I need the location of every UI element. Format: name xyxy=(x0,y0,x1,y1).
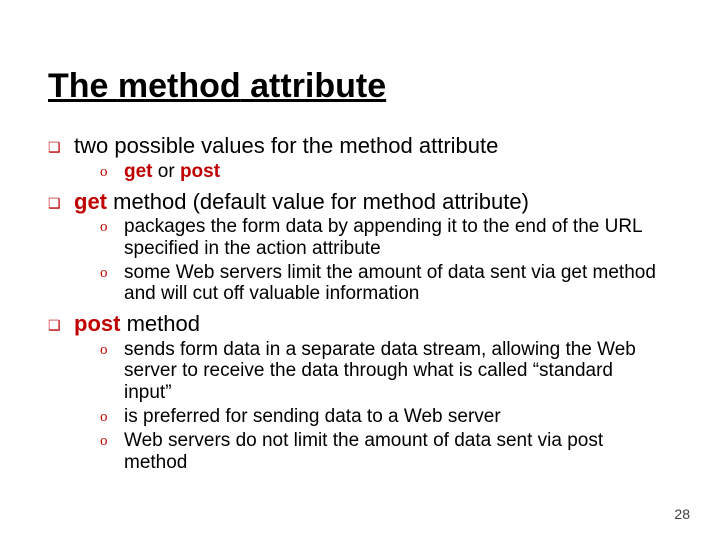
bullet-2b-text: some Web servers limit the amount of dat… xyxy=(124,262,672,306)
circle-bullet-icon: o xyxy=(100,262,124,282)
title-part-1: The xyxy=(48,67,118,105)
bullet-2: ❑ get method (default value for method a… xyxy=(48,189,672,214)
bullet-1-text: two possible values for the method attri… xyxy=(74,133,672,158)
bullet-1a-text: get or post xyxy=(124,161,672,183)
bullet-2-post: method (default value for method attribu… xyxy=(107,189,529,214)
bullet-2b: o some Web servers limit the amount of d… xyxy=(100,262,672,306)
bullet-3b: o is preferred for sending data to a Web… xyxy=(100,406,672,428)
bullet-2a: o packages the form data by appending it… xyxy=(100,216,672,260)
bullet-1a: o get or post xyxy=(100,161,672,183)
bullet-2-kw: get xyxy=(74,189,107,214)
bullet-1-kw: method xyxy=(339,133,412,158)
bullet-1a-kw1: get xyxy=(124,161,153,182)
square-bullet-icon: ❑ xyxy=(48,311,74,333)
circle-bullet-icon: o xyxy=(100,406,124,426)
bullet-3b-text: is preferred for sending data to a Web s… xyxy=(124,406,672,428)
bullet-2a-text: packages the form data by appending it t… xyxy=(124,216,672,260)
square-bullet-icon: ❑ xyxy=(48,133,74,155)
page-number: 28 xyxy=(674,506,690,522)
square-bullet-icon: ❑ xyxy=(48,189,74,211)
circle-bullet-icon: o xyxy=(100,339,124,359)
bullet-1-pre: two possible values for the xyxy=(74,133,339,158)
bullet-1a-mid: or xyxy=(153,161,180,182)
bullet-3-post: method xyxy=(120,311,200,336)
circle-bullet-icon: o xyxy=(100,161,124,181)
slide: The method attribute ❑ two possible valu… xyxy=(0,0,720,540)
slide-title: The method attribute xyxy=(48,68,672,105)
bullet-1: ❑ two possible values for the method att… xyxy=(48,133,672,158)
bullet-2-text: get method (default value for method att… xyxy=(74,189,672,214)
bullet-1-post: attribute xyxy=(413,133,499,158)
bullet-3c: o Web servers do not limit the amount of… xyxy=(100,430,672,474)
bullet-3: ❑ post method xyxy=(48,311,672,336)
bullet-3c-text: Web servers do not limit the amount of d… xyxy=(124,430,672,474)
circle-bullet-icon: o xyxy=(100,430,124,450)
bullet-3-kw: post xyxy=(74,311,120,336)
bullet-3a: o sends form data in a separate data str… xyxy=(100,339,672,405)
bullet-3a-text: sends form data in a separate data strea… xyxy=(124,339,672,405)
circle-bullet-icon: o xyxy=(100,216,124,236)
title-part-3: attribute xyxy=(241,67,386,105)
title-part-2: method xyxy=(118,67,241,105)
bullet-3-text: post method xyxy=(74,311,672,336)
bullet-1a-kw2: post xyxy=(180,161,220,182)
